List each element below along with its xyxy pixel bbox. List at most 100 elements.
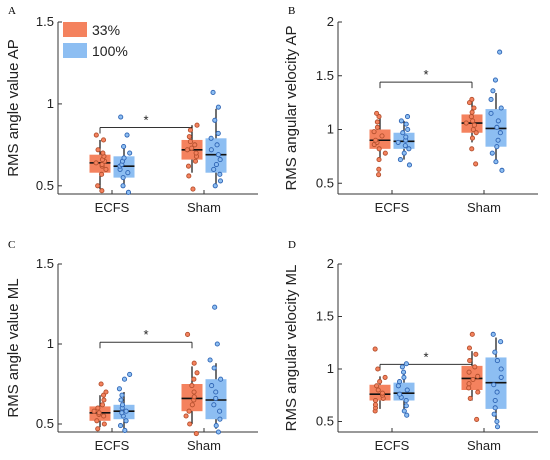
data-point (120, 175, 126, 181)
box-ecfs-100 (113, 114, 135, 195)
y-tick-label: 1.5 (316, 68, 334, 83)
data-point (116, 386, 122, 392)
data-point (211, 166, 217, 172)
data-point (96, 410, 102, 416)
data-point (488, 96, 494, 102)
data-point (473, 161, 479, 167)
data-point (186, 134, 192, 140)
data-point (466, 385, 472, 391)
data-point (375, 387, 381, 393)
data-point (497, 49, 503, 55)
data-point (118, 423, 124, 429)
data-point (471, 105, 477, 111)
data-point (376, 172, 382, 178)
panel-letter: A (8, 5, 16, 17)
panel-b: B 0.5 1 1.5 2 ECFS Sham RMS angular velocity AP… (283, 5, 538, 215)
y-axis-label: RMS angle value AP (5, 39, 22, 177)
data-point (185, 163, 192, 169)
data-point (498, 339, 504, 345)
data-point (489, 150, 495, 156)
data-point (208, 135, 214, 141)
data-point (217, 416, 223, 422)
data-point (217, 157, 223, 163)
data-point (402, 143, 408, 149)
significance-bracket: * (99, 327, 193, 349)
data-point (192, 158, 199, 164)
data-point (101, 421, 107, 427)
data-point (379, 390, 385, 396)
box-ecfs-100 (393, 114, 415, 168)
data-point (469, 96, 475, 102)
data-point (127, 150, 133, 156)
data-point (397, 157, 403, 163)
data-point (374, 124, 380, 130)
data-point (99, 171, 105, 177)
data-point (470, 126, 476, 133)
data-point (498, 374, 504, 380)
data-point (395, 383, 401, 389)
data-point (463, 120, 469, 126)
data-point (185, 331, 191, 337)
y-tick-label: 0.5 (316, 414, 334, 429)
data-point (473, 130, 479, 136)
data-point (374, 383, 380, 389)
data-point (490, 331, 496, 337)
data-point (404, 412, 410, 418)
data-point (215, 104, 221, 110)
data-point (403, 134, 409, 140)
data-point (95, 147, 101, 153)
data-point (376, 166, 382, 172)
box-sham-33 (461, 96, 483, 167)
data-point (121, 376, 128, 382)
data-point (186, 173, 192, 179)
x-tick-label: ECFS (95, 438, 130, 453)
data-point (99, 402, 106, 408)
data-point (99, 161, 105, 168)
data-point (193, 150, 199, 156)
data-point (127, 371, 133, 377)
data-point (121, 155, 127, 161)
data-point (184, 147, 190, 153)
data-point (475, 373, 481, 379)
data-point (467, 358, 473, 364)
data-point (191, 394, 197, 400)
data-point (100, 150, 106, 156)
box-sham-100 (485, 49, 507, 173)
data-point (189, 402, 195, 408)
data-point (93, 132, 99, 138)
box-ecfs-33 (369, 346, 391, 414)
data-point (208, 147, 214, 153)
data-point (187, 139, 193, 145)
data-point (100, 137, 107, 143)
data-point (494, 418, 500, 425)
data-point (124, 132, 130, 138)
box-sham-33 (181, 331, 203, 437)
data-point (187, 421, 193, 427)
data-point (212, 117, 218, 123)
data-point (95, 183, 101, 189)
data-point (494, 124, 500, 130)
data-point (123, 408, 129, 414)
data-point (466, 345, 472, 351)
data-point (470, 376, 476, 383)
data-point (123, 418, 129, 424)
data-point (119, 402, 126, 408)
panel-letter: D (288, 239, 296, 251)
data-point (401, 150, 407, 156)
data-point (122, 427, 128, 433)
y-tick-label: 0.5 (316, 175, 334, 190)
data-point (215, 130, 221, 136)
data-point (404, 114, 411, 120)
data-point (215, 152, 221, 158)
data-point (207, 357, 213, 363)
y-tick-label: 1 (327, 361, 334, 376)
box-sham-100 (205, 304, 227, 435)
data-point (403, 361, 409, 367)
significance-bracket: * (379, 67, 473, 89)
data-point (183, 413, 189, 419)
data-point (120, 183, 126, 189)
data-point (382, 150, 388, 156)
y-tick-label: 2 (327, 14, 334, 29)
data-point (191, 389, 197, 395)
data-point (374, 119, 380, 125)
